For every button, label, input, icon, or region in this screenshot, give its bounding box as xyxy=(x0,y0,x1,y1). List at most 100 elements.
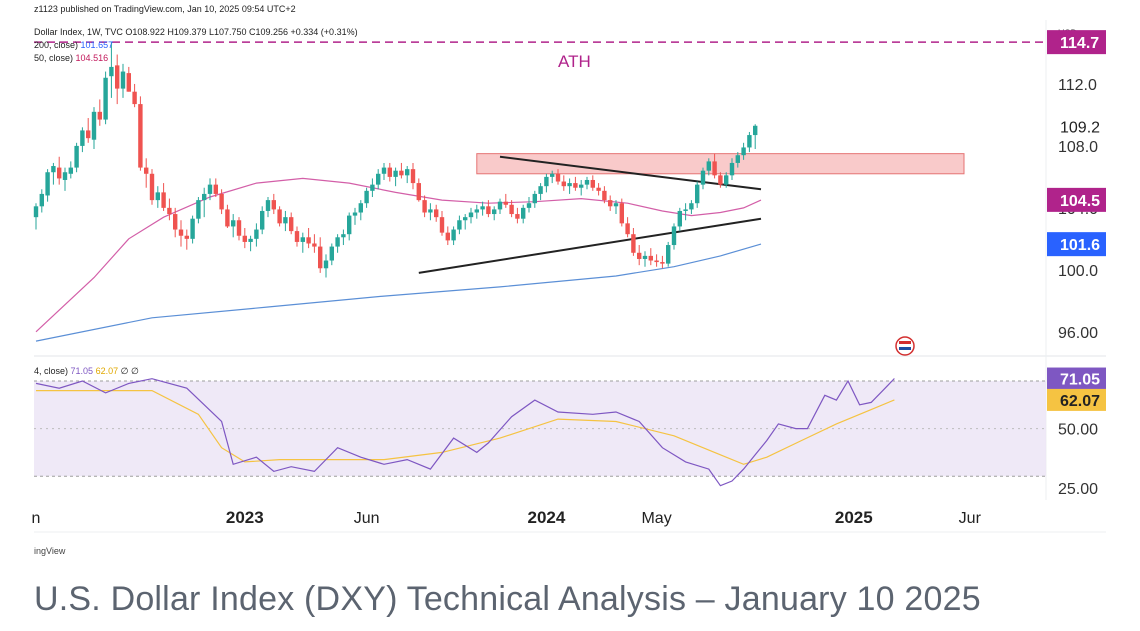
candle-up xyxy=(45,169,50,202)
candle-body xyxy=(428,209,433,213)
ath-label: ATH xyxy=(558,52,591,71)
candle-body xyxy=(584,179,590,185)
candle-body xyxy=(335,237,340,247)
candle-body xyxy=(51,166,56,173)
candle-body xyxy=(91,111,97,140)
candle-down xyxy=(126,66,131,92)
candle-body xyxy=(550,173,555,177)
candle-down xyxy=(225,204,230,228)
candle-body xyxy=(515,214,520,219)
candle-down xyxy=(144,158,149,188)
time-tick-label: 2023 xyxy=(226,508,264,527)
candle-up xyxy=(532,190,537,208)
flag-stripe xyxy=(899,341,911,344)
ma200-line xyxy=(35,243,762,342)
candle-body xyxy=(416,183,421,201)
candle-body xyxy=(225,209,230,227)
candle-body xyxy=(555,173,561,182)
candle-body xyxy=(602,190,607,201)
candle-up xyxy=(666,241,671,267)
rsi-legend-value: 71.05 xyxy=(70,366,94,376)
candle-up xyxy=(33,203,39,230)
candle-up xyxy=(753,124,758,150)
candle-up xyxy=(254,223,259,247)
candle-down xyxy=(660,255,665,269)
candle-down xyxy=(57,156,62,185)
page-caption: U.S. Dollar Index (DXY) Technical Analys… xyxy=(34,580,981,618)
candle-up xyxy=(584,176,590,190)
last-price-label: 109.2 xyxy=(1060,119,1100,136)
candle-body xyxy=(161,192,166,208)
candle-down xyxy=(625,217,630,238)
rsi-axis-tag xyxy=(1047,388,1106,411)
candle-body xyxy=(613,203,619,207)
candle-body xyxy=(399,170,404,176)
candle-up xyxy=(700,167,706,190)
candle-body xyxy=(231,220,236,227)
rsi-axis-tag xyxy=(1047,367,1106,390)
candle-body xyxy=(86,130,91,139)
candle-up xyxy=(747,131,752,153)
candle-up xyxy=(155,186,160,208)
ma50-line xyxy=(35,177,762,333)
candle-up xyxy=(642,251,648,267)
candle-body xyxy=(561,181,566,187)
flag-stripe xyxy=(899,347,911,350)
candle-up xyxy=(329,243,334,266)
candle-body xyxy=(474,209,479,213)
rsi-ma-legend-value: 62.07 xyxy=(95,366,119,376)
candle-up xyxy=(538,183,543,201)
candle-up xyxy=(74,142,79,173)
candle-body xyxy=(718,175,723,185)
candle-down xyxy=(561,175,566,191)
candle-up xyxy=(677,207,682,232)
rsi-axis-tag-label: 62.07 xyxy=(1060,393,1100,410)
candle-body xyxy=(642,255,648,259)
candle-body xyxy=(695,184,700,204)
candle-body xyxy=(381,167,387,174)
candle-up xyxy=(120,63,126,98)
candle-body xyxy=(492,209,497,215)
tradingview-watermark: ingView xyxy=(34,546,66,556)
candle-body xyxy=(468,212,474,218)
candle-body xyxy=(115,65,120,89)
candle-body xyxy=(625,223,630,235)
time-tick-label: Jur xyxy=(959,510,982,527)
candle-body xyxy=(190,218,195,239)
candle-up xyxy=(51,162,56,185)
candle-body xyxy=(370,184,375,191)
rsi-axis-tag-label: 71.05 xyxy=(1060,372,1100,389)
candle-down xyxy=(416,178,421,202)
candle-up xyxy=(579,179,584,196)
candle-up xyxy=(497,198,503,215)
candle-up xyxy=(613,200,619,215)
candle-body xyxy=(741,147,746,156)
symbol-prefix: Dollar Index, 1W, TVC xyxy=(34,27,123,37)
candle-up xyxy=(260,206,265,235)
candle-body xyxy=(532,193,537,204)
candle-down xyxy=(242,227,247,249)
price-axis-tag xyxy=(1047,30,1106,55)
candle-body xyxy=(509,204,514,215)
candle-up xyxy=(109,42,114,98)
candle-up xyxy=(68,161,73,179)
candle-up xyxy=(103,71,108,125)
candle-down xyxy=(509,200,514,218)
ma200-label: 200, close) xyxy=(34,40,79,50)
candle-body xyxy=(683,209,688,211)
candle-body xyxy=(735,155,740,163)
candle-body xyxy=(126,73,131,92)
candle-up xyxy=(323,254,329,278)
candle-body xyxy=(248,238,253,242)
candle-body xyxy=(68,167,73,174)
candle-body xyxy=(74,145,79,168)
candle-down xyxy=(486,200,491,218)
candle-body xyxy=(167,207,172,215)
candle-body xyxy=(45,172,50,196)
price-tick-label: 100.0 xyxy=(1058,263,1098,280)
candle-up xyxy=(231,214,236,238)
candle-down xyxy=(312,234,317,253)
candle-body xyxy=(671,226,677,246)
candle-up xyxy=(376,169,381,190)
rsi-tick-label: 50.00 xyxy=(1058,422,1098,439)
